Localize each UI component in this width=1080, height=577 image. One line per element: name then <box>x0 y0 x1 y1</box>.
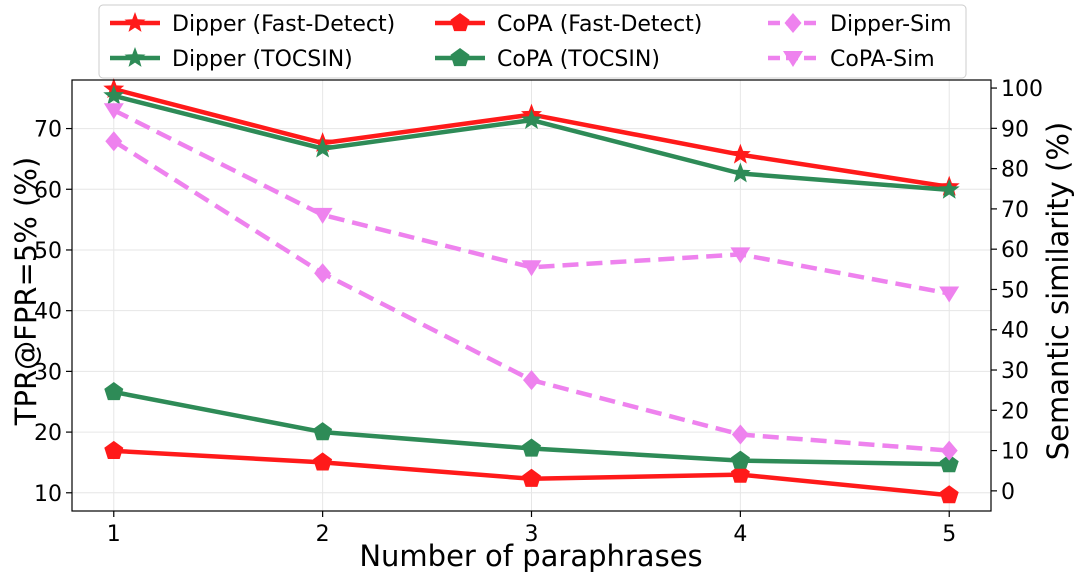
data-point-marker <box>730 464 750 483</box>
data-point-marker <box>522 468 541 487</box>
data-point-marker <box>730 450 750 469</box>
y-tick-label: 20 <box>34 421 62 446</box>
data-point-marker <box>312 207 333 224</box>
y2-tick-label: 70 <box>1001 198 1029 223</box>
data-point-marker <box>104 382 124 401</box>
legend-marker <box>124 12 146 32</box>
data-point-marker <box>939 286 960 303</box>
legend-label: Dipper (Fast-Detect) <box>172 12 395 37</box>
legend-marker <box>124 47 146 67</box>
legend-item: CoPA-Sim <box>768 47 935 72</box>
data-point-marker <box>313 422 333 441</box>
legend-marker <box>783 51 803 67</box>
y2-tick-label: 90 <box>1001 117 1029 142</box>
data-point-marker <box>314 263 332 284</box>
legend-marker <box>784 13 802 33</box>
legend-item: Dipper-Sim <box>768 12 952 37</box>
x-tick-label: 4 <box>733 522 747 547</box>
data-point-marker <box>104 440 124 459</box>
data-point-marker <box>103 84 125 105</box>
y2-tick-label: 20 <box>1001 399 1029 424</box>
legend: Dipper (Fast-Detect) Dipper (TOCSIN) CoPA … <box>98 4 967 79</box>
legend-label: CoPA (Fast-Detect) <box>497 12 702 37</box>
y-tick-label: 30 <box>34 360 62 385</box>
ticks: 1 2 3 4 5 10 20 30 40 50 60 70 0 10 20 30 40 50 60 70 80 90 10… <box>34 77 1043 547</box>
x-axis-label: Number of paraphrases <box>359 539 702 573</box>
legend-label: Dipper (TOCSIN) <box>172 47 353 72</box>
series-line <box>112 108 950 296</box>
legend-item: CoPA (TOCSIN) <box>435 47 660 72</box>
data-point-marker <box>729 143 751 164</box>
y2-tick-label: 80 <box>1001 158 1029 183</box>
legend-item: Dipper (TOCSIN) <box>110 47 353 72</box>
series-layer <box>103 78 960 504</box>
data-point-marker <box>523 370 540 391</box>
legend-marker <box>450 48 470 67</box>
data-point-marker <box>313 452 333 471</box>
series-copa-tocsin <box>104 382 959 473</box>
series-copa-fast-detect <box>104 440 959 504</box>
y2-tick-label: 0 <box>1001 480 1015 505</box>
data-point-marker <box>105 131 123 152</box>
y-tick-label: 50 <box>34 239 62 264</box>
series-dipper-tocsin <box>103 84 960 199</box>
x-tick-label: 1 <box>107 522 121 547</box>
data-point-marker <box>731 424 749 445</box>
legend-frame <box>98 4 967 79</box>
y-tick-label: 40 <box>34 300 62 325</box>
legend-marker <box>450 13 470 32</box>
legend-item: CoPA (Fast-Detect) <box>435 12 702 37</box>
legend-label: Dipper-Sim <box>830 12 952 37</box>
legend-item: Dipper (Fast-Detect) <box>110 12 395 37</box>
y2-tick-label: 50 <box>1001 278 1029 303</box>
y-tick-label: 60 <box>34 178 62 203</box>
y2-axis-label: Semantic similarity (%) <box>1041 122 1075 460</box>
series-dipper-sim <box>105 131 958 461</box>
data-point-marker <box>940 440 958 461</box>
y2-tick-label: 30 <box>1001 359 1029 384</box>
y2-tick-label: 40 <box>1001 319 1029 344</box>
y-axis-label: TPR@FPR=5% (%) <box>9 157 43 426</box>
data-point-marker <box>103 103 124 120</box>
x-tick-label: 2 <box>316 522 330 547</box>
y2-tick-label: 60 <box>1001 238 1029 263</box>
legend-label: CoPA (TOCSIN) <box>497 47 660 72</box>
legend-label: CoPA-Sim <box>830 47 935 72</box>
data-point-marker <box>312 137 334 158</box>
y2-tick-label: 10 <box>1001 440 1029 465</box>
data-point-marker <box>729 162 751 183</box>
data-point-marker <box>521 109 542 129</box>
y2-tick-label: 100 <box>1001 77 1043 102</box>
data-point-marker <box>938 178 960 199</box>
series-copa-sim <box>103 103 960 303</box>
x-tick-label: 5 <box>942 522 956 547</box>
y-tick-label: 70 <box>34 118 62 143</box>
data-point-marker <box>939 485 959 504</box>
y-tick-label: 10 <box>34 482 62 507</box>
data-point-marker <box>521 260 542 277</box>
data-point-marker <box>730 247 751 264</box>
data-point-marker <box>939 454 959 473</box>
data-point-marker <box>522 438 541 457</box>
x-tick-label: 3 <box>525 522 539 547</box>
